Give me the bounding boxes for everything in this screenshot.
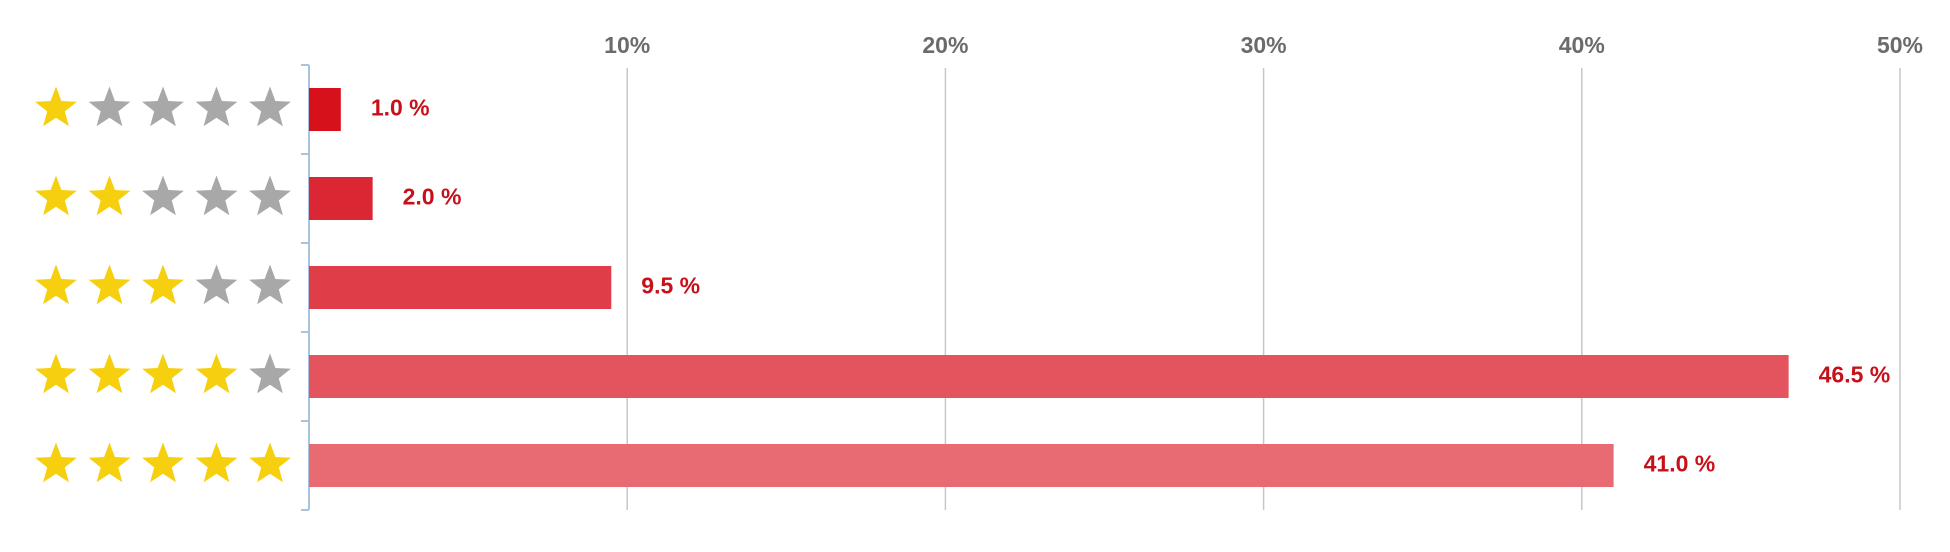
bar xyxy=(309,355,1789,398)
star-icon xyxy=(88,86,131,127)
star-icon xyxy=(35,86,77,127)
bar xyxy=(309,266,612,309)
star-icon xyxy=(142,264,184,305)
x-tick-label: 30% xyxy=(1241,32,1287,58)
star-icon xyxy=(142,353,184,394)
value-label: 41.0 % xyxy=(1644,451,1716,477)
star-icon xyxy=(88,264,131,305)
star-icon xyxy=(195,175,238,216)
star-icon xyxy=(195,264,238,305)
star-icon xyxy=(35,175,77,216)
bar xyxy=(309,444,1614,487)
star-icon xyxy=(142,86,184,127)
value-label: 1.0 % xyxy=(371,95,430,121)
star-icon xyxy=(142,442,184,483)
x-tick-label: 50% xyxy=(1877,32,1923,58)
bar xyxy=(309,177,373,220)
star-icon xyxy=(195,86,238,127)
star-icon xyxy=(249,353,291,394)
star-icon xyxy=(142,175,184,216)
star-icon xyxy=(249,442,291,483)
star-icon xyxy=(35,442,77,483)
star-icon xyxy=(249,86,291,127)
star-icon xyxy=(88,442,131,483)
x-tick-label: 40% xyxy=(1559,32,1605,58)
value-label: 9.5 % xyxy=(641,273,700,299)
star-icon xyxy=(195,353,238,394)
value-label: 2.0 % xyxy=(403,184,462,210)
bar xyxy=(309,88,341,131)
x-tick-label: 20% xyxy=(922,32,968,58)
star-icon xyxy=(249,264,291,305)
star-icon xyxy=(35,264,77,305)
x-tick-label: 10% xyxy=(604,32,650,58)
star-icon xyxy=(35,353,77,394)
star-icon xyxy=(88,353,131,394)
star-icon xyxy=(88,175,131,216)
value-label: 46.5 % xyxy=(1819,362,1891,388)
star-icon xyxy=(249,175,291,216)
star-icon xyxy=(195,442,238,483)
